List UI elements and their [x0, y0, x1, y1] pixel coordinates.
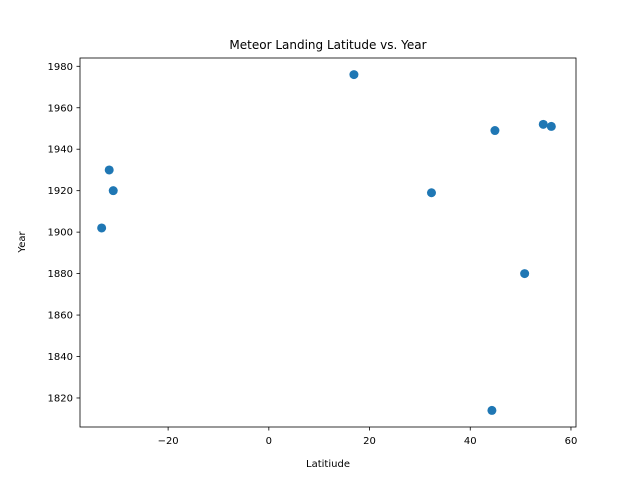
data-point [97, 223, 107, 233]
x-tick-label: 20 [363, 436, 376, 447]
y-tick-label: 1920 [48, 186, 73, 197]
data-point [546, 121, 556, 131]
x-tick-label: −20 [158, 436, 179, 447]
y-tick-label: 1960 [48, 103, 73, 114]
data-point [349, 70, 359, 80]
x-tick-label: 0 [266, 436, 272, 447]
data-points [97, 70, 556, 415]
data-point [520, 269, 530, 279]
plot-area-frame [79, 57, 577, 428]
y-tick-label: 1880 [48, 269, 73, 280]
data-point [538, 119, 548, 129]
y-tick-label: 1940 [48, 145, 73, 156]
data-point [487, 405, 497, 415]
y-tick-label: 1860 [48, 311, 73, 322]
x-tick-label: 40 [464, 436, 477, 447]
y-tick-label: 1980 [48, 62, 73, 73]
chart-title: Meteor Landing Latitude vs. Year [229, 38, 426, 52]
x-axis-label: Latitiude [306, 459, 350, 470]
x-axis: −20 0 20 40 60 [158, 427, 578, 447]
data-point [426, 188, 436, 198]
y-tick-label: 1840 [48, 352, 73, 363]
data-point [104, 165, 114, 175]
y-axis-label: Year [17, 231, 28, 254]
data-point [490, 126, 500, 136]
y-tick-label: 1820 [48, 393, 73, 404]
y-axis: 1820 1840 1860 1880 1900 1920 1940 1960 1980 [48, 62, 80, 404]
y-tick-label: 1900 [48, 228, 73, 239]
data-point [108, 186, 118, 196]
x-tick-label: 60 [565, 436, 578, 447]
